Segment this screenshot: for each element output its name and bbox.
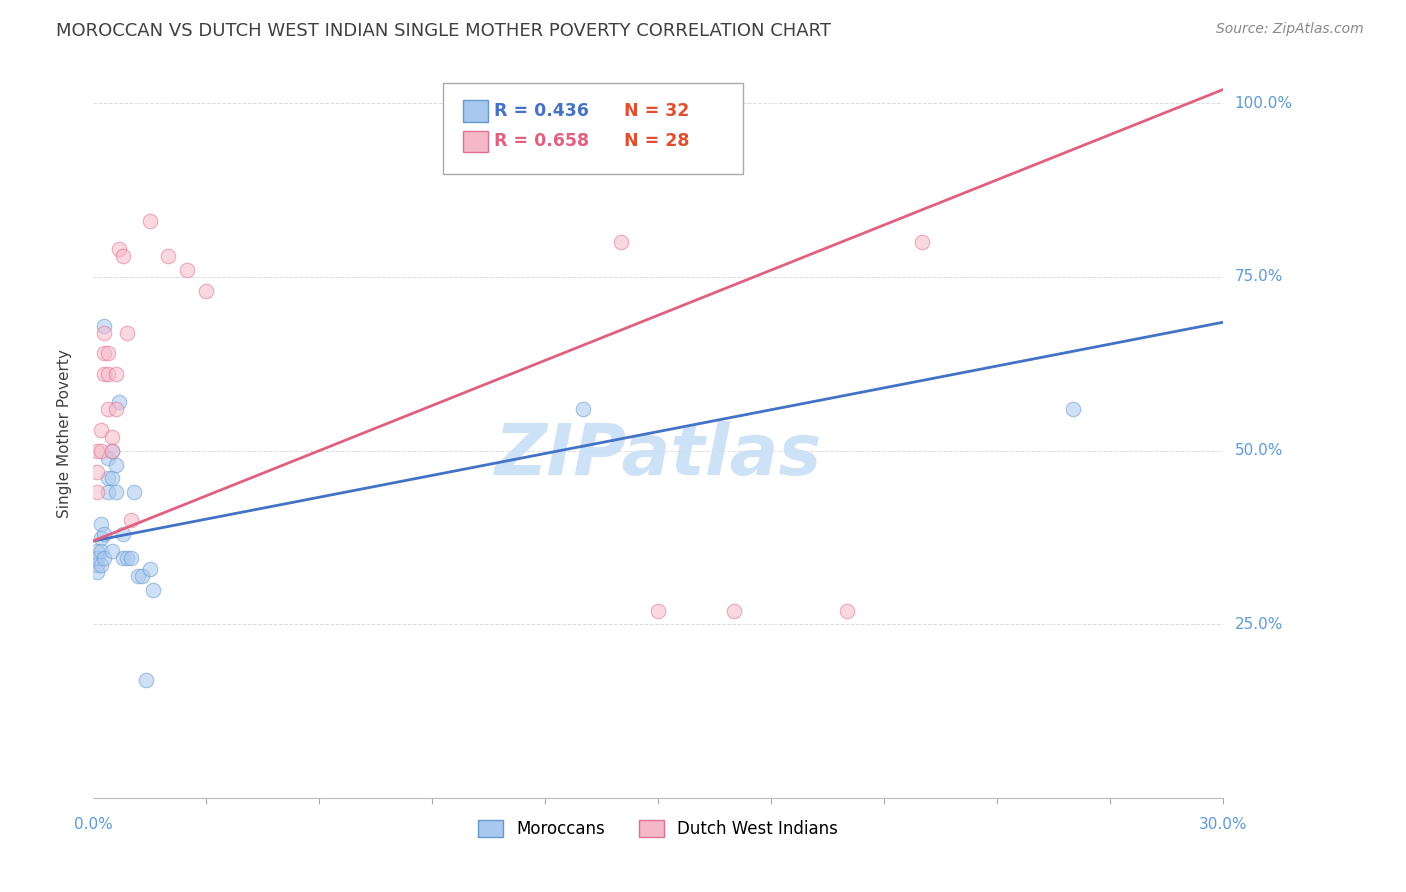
Text: 75.0%: 75.0% [1234, 269, 1282, 285]
Point [86, 465, 108, 479]
Point [572, 402, 595, 417]
Point [93, 527, 115, 541]
Text: 30.0%: 30.0% [1199, 817, 1247, 831]
Point [90, 544, 112, 558]
Text: 0.0%: 0.0% [73, 817, 112, 831]
Point [108, 395, 131, 409]
Text: N = 28: N = 28 [624, 133, 690, 151]
Point [97, 402, 120, 417]
Point [609, 235, 631, 250]
Point [93, 551, 115, 566]
Point [86, 485, 108, 500]
Point [90, 443, 112, 458]
Text: ZIPatlas: ZIPatlas [495, 421, 823, 490]
Point [131, 568, 153, 582]
Point [97, 346, 120, 360]
Point [101, 430, 124, 444]
Point [1062, 402, 1084, 417]
Point [90, 516, 112, 531]
Bar [463, 100, 488, 122]
Point [90, 423, 112, 437]
Point [138, 214, 160, 228]
Point [835, 603, 858, 617]
Point [97, 368, 120, 382]
Text: 25.0%: 25.0% [1234, 617, 1282, 632]
Point [86, 566, 108, 580]
Text: 100.0%: 100.0% [1234, 95, 1292, 111]
Point [90, 531, 112, 545]
Text: Source: ZipAtlas.com: Source: ZipAtlas.com [1216, 22, 1364, 37]
Point [120, 551, 142, 566]
Point [127, 568, 149, 582]
Text: N = 32: N = 32 [624, 102, 690, 120]
Point [101, 544, 124, 558]
Point [157, 249, 180, 263]
Point [115, 326, 138, 340]
Point [124, 485, 146, 500]
Point [101, 443, 124, 458]
Point [195, 284, 218, 298]
Point [723, 603, 745, 617]
Point [93, 346, 115, 360]
Point [86, 443, 108, 458]
Point [93, 318, 115, 333]
Point [86, 558, 108, 573]
Point [135, 673, 157, 687]
Point [104, 368, 127, 382]
Point [112, 551, 135, 566]
Bar [463, 130, 488, 153]
Point [104, 485, 127, 500]
Y-axis label: Single Mother Poverty: Single Mother Poverty [58, 349, 72, 517]
Text: R = 0.658: R = 0.658 [495, 133, 589, 151]
Text: 50.0%: 50.0% [1234, 443, 1282, 458]
Point [176, 263, 198, 277]
Point [120, 513, 142, 527]
Legend: Moroccans, Dutch West Indians: Moroccans, Dutch West Indians [472, 813, 845, 845]
Point [101, 471, 124, 485]
Point [112, 527, 135, 541]
Point [138, 562, 160, 576]
Text: R = 0.436: R = 0.436 [495, 102, 589, 120]
Point [86, 551, 108, 566]
Point [108, 242, 131, 256]
Point [647, 603, 669, 617]
FancyBboxPatch shape [443, 83, 742, 174]
Point [93, 326, 115, 340]
Point [112, 249, 135, 263]
Point [104, 458, 127, 472]
Point [115, 551, 138, 566]
Point [911, 235, 934, 250]
Point [97, 485, 120, 500]
Text: MOROCCAN VS DUTCH WEST INDIAN SINGLE MOTHER POVERTY CORRELATION CHART: MOROCCAN VS DUTCH WEST INDIAN SINGLE MOT… [56, 22, 831, 40]
Point [97, 471, 120, 485]
Point [86, 544, 108, 558]
Point [101, 443, 124, 458]
Point [142, 582, 165, 597]
Point [93, 368, 115, 382]
Point [104, 402, 127, 417]
Point [90, 558, 112, 573]
Point [97, 450, 120, 465]
